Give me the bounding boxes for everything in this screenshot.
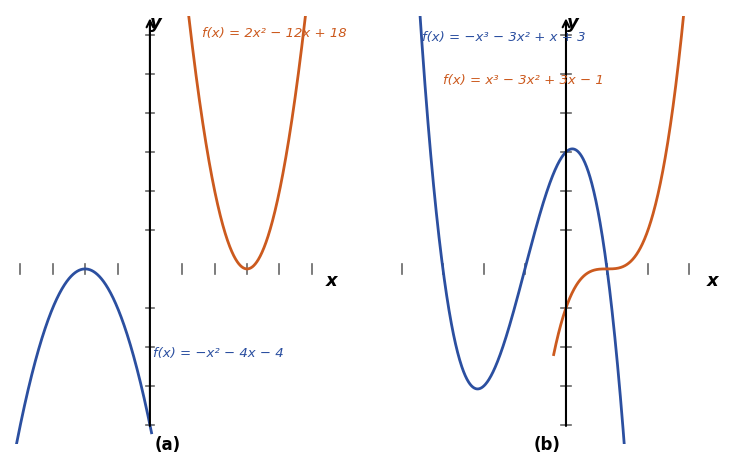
Text: f(x) = −x² − 4x − 4: f(x) = −x² − 4x − 4 xyxy=(154,347,284,360)
Text: f(x) = x³ − 3x² + 3x − 1: f(x) = x³ − 3x² + 3x − 1 xyxy=(443,74,604,87)
Text: f(x) = −x³ − 3x² + x + 3: f(x) = −x³ − 3x² + x + 3 xyxy=(423,31,586,44)
Text: (a): (a) xyxy=(155,436,181,454)
Text: f(x) = 2x² − 12x + 18: f(x) = 2x² − 12x + 18 xyxy=(202,27,346,40)
Text: x: x xyxy=(325,272,337,290)
Text: (b): (b) xyxy=(534,436,561,454)
Text: y: y xyxy=(150,14,162,31)
Text: y: y xyxy=(567,14,579,31)
Text: x: x xyxy=(706,272,718,290)
